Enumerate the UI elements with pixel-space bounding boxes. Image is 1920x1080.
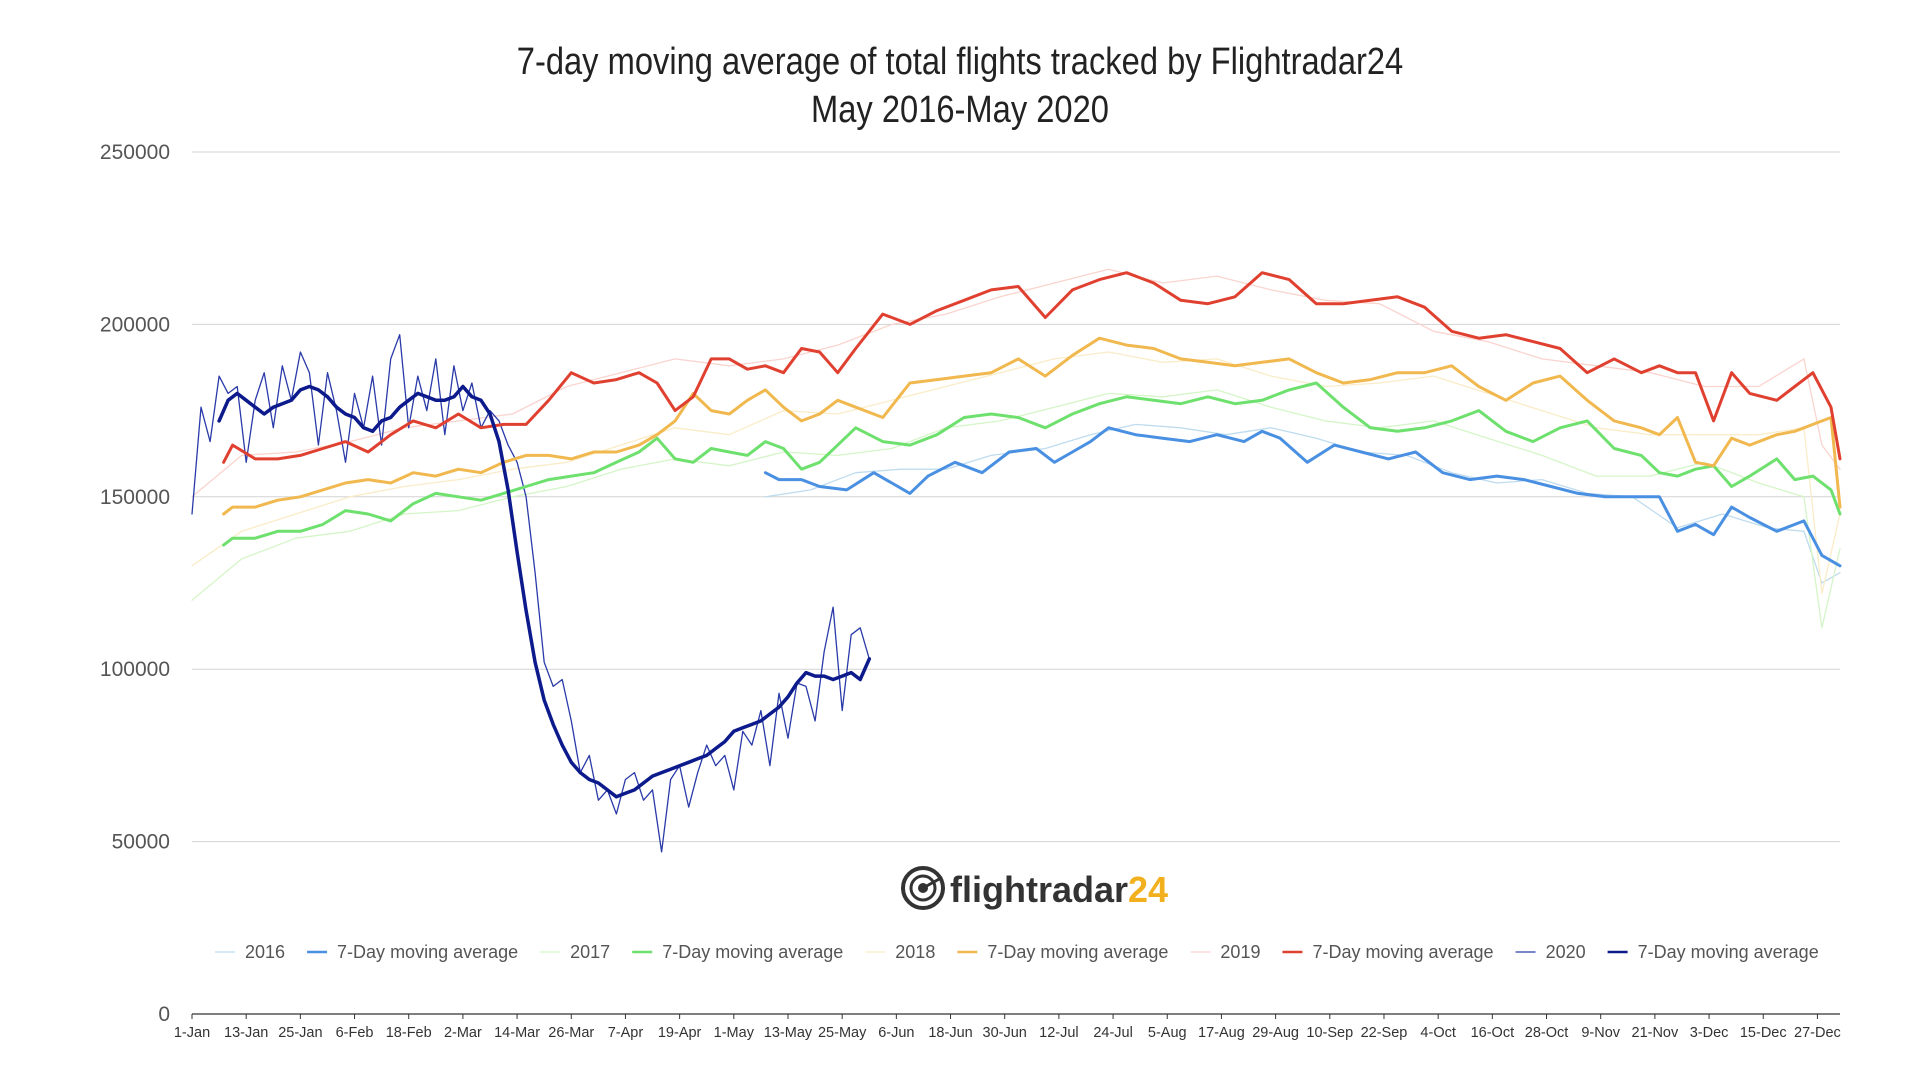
x-tick-label: 4-Oct <box>1420 1025 1455 1041</box>
legend-label: 2016 <box>245 942 285 962</box>
series-line-daily-4 <box>191 351 1841 594</box>
x-tick-label: 27-Dec <box>1794 1025 1841 1041</box>
y-tick-label: 0 <box>158 1003 170 1026</box>
x-tick-label: 22-Sep <box>1361 1025 1408 1041</box>
legend-label: 2019 <box>1220 942 1260 962</box>
series-line-moving-average-3 <box>222 381 1842 547</box>
x-tick-label: 12-Jul <box>1039 1025 1079 1041</box>
chart-subtitle: May 2016-May 2020 <box>811 89 1109 131</box>
legend-label: 7-Day moving average <box>1638 942 1819 962</box>
x-tick-label: 21-Nov <box>1632 1025 1679 1041</box>
x-tick-label: 24-Jul <box>1093 1025 1133 1041</box>
x-axis-ticks: 1-Jan 13-Jan 25-Jan 6-Feb 18-Feb 2-Mar 14-Mar 2… <box>174 1014 1841 1041</box>
grid-lines <box>192 151 1840 1015</box>
logo-text-accent: 24 <box>1128 869 1168 910</box>
legend-label: 7-Day moving average <box>662 942 843 962</box>
x-tick-label: 13-Jan <box>224 1025 268 1041</box>
y-axis-ticks: 0 50000 100000 150000 200000 250000 <box>100 141 170 1026</box>
legend-label: 2020 <box>1546 942 1586 962</box>
legend-label: 2017 <box>570 942 610 962</box>
y-tick-label: 100000 <box>100 658 170 681</box>
x-tick-label: 6-Jun <box>878 1025 914 1041</box>
x-tick-label: 13-May <box>764 1025 813 1041</box>
series-lines <box>191 268 1842 853</box>
series-line-moving-average-9 <box>217 384 872 799</box>
logo-wordmark: flightradar24 <box>950 869 1168 910</box>
series-line-daily-6 <box>191 268 1841 498</box>
x-tick-label: 2-Mar <box>444 1025 482 1041</box>
x-tick-label: 14-Mar <box>494 1025 540 1041</box>
chart-title: 7-day moving average of total flights tr… <box>516 41 1404 83</box>
x-tick-label: 7-Apr <box>608 1025 644 1041</box>
legend-label: 7-Day moving average <box>987 942 1168 962</box>
x-tick-label: 3-Dec <box>1690 1025 1729 1041</box>
x-tick-label: 19-Apr <box>658 1025 702 1041</box>
x-tick-label: 9-Nov <box>1581 1025 1620 1041</box>
x-tick-label: 6-Feb <box>336 1025 374 1041</box>
chart-title-block: 7-day moving average of total flights tr… <box>0 38 1920 134</box>
legend: 2016 7-Day moving average 2017 7-Day moving… <box>215 942 1819 962</box>
series-line-daily-8 <box>191 334 870 853</box>
series-line-moving-average-1 <box>763 426 1842 568</box>
x-tick-label: 18-Feb <box>386 1025 432 1041</box>
series-line-daily-2 <box>191 389 1841 629</box>
legend-label: 7-Day moving average <box>337 942 518 962</box>
series-line-daily-0 <box>764 423 1841 584</box>
x-tick-label: 25-Jan <box>278 1025 322 1041</box>
series-line-moving-average-7 <box>222 271 1842 464</box>
x-tick-label: 17-Aug <box>1198 1025 1245 1041</box>
radar-icon <box>901 866 945 910</box>
x-tick-label: 28-Oct <box>1525 1025 1569 1041</box>
x-tick-label: 1-Jan <box>174 1025 210 1041</box>
x-tick-label: 15-Dec <box>1740 1025 1787 1041</box>
x-tick-label: 10-Sep <box>1306 1025 1353 1041</box>
legend-label: 7-Day moving average <box>1312 942 1493 962</box>
logo-text-main: flightradar <box>950 869 1128 910</box>
x-tick-label: 26-Mar <box>548 1025 594 1041</box>
x-tick-label: 1-May <box>714 1025 755 1041</box>
y-tick-label: 200000 <box>100 313 170 336</box>
flightradar24-logo: flightradar24 <box>901 866 1168 910</box>
y-tick-label: 50000 <box>112 831 170 854</box>
x-tick-label: 30-Jun <box>983 1025 1027 1041</box>
legend-label: 2018 <box>895 942 935 962</box>
x-tick-label: 16-Oct <box>1471 1025 1515 1041</box>
x-tick-label: 29-Aug <box>1252 1025 1299 1041</box>
x-tick-label: 18-Jun <box>928 1025 972 1041</box>
y-tick-label: 250000 <box>100 141 170 164</box>
x-tick-label: 5-Aug <box>1148 1025 1187 1041</box>
series-line-moving-average-5 <box>222 336 1842 516</box>
x-tick-label: 25-May <box>818 1025 867 1041</box>
y-tick-label: 150000 <box>100 486 170 509</box>
